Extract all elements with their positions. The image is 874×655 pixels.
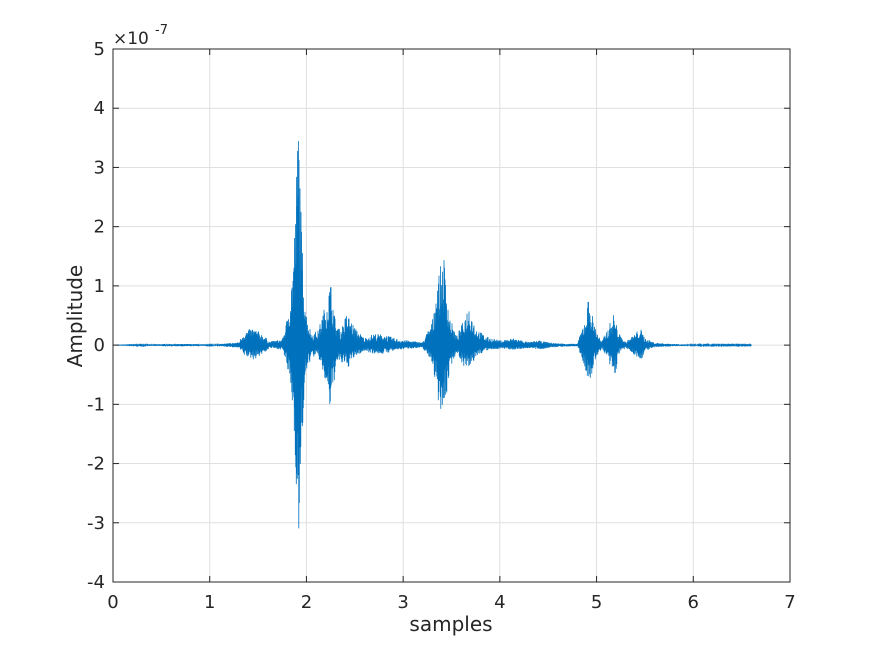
x-tick-label: 3	[397, 592, 408, 613]
x-tick-label: 1	[204, 592, 215, 613]
waveform-series	[112, 141, 752, 529]
x-tick-label: 7	[784, 592, 795, 613]
axis-ticks: 0 1 2 3 4 5 6 7 -4 -3 -2 -1 0 1 2 3 4 5	[87, 39, 796, 613]
y-exponent-power: -7	[155, 23, 168, 38]
x-tick-label: 0	[107, 592, 118, 613]
x-tick-label: 6	[688, 592, 699, 613]
y-tick-label: 0	[94, 335, 105, 356]
x-tick-label: 5	[591, 592, 602, 613]
y-exponent-base: ×10	[113, 29, 149, 49]
y-tick-label: 5	[94, 39, 105, 60]
y-tick-label: -3	[87, 513, 105, 534]
y-tick-label: -1	[87, 394, 105, 415]
plot-area	[112, 141, 752, 529]
x-tick-label: 4	[494, 592, 505, 613]
y-tick-label: 2	[94, 217, 105, 238]
x-tick-label: 2	[301, 592, 312, 613]
y-tick-label: 3	[94, 157, 105, 178]
y-tick-label: 1	[94, 276, 105, 297]
x-axis-label: samples	[409, 612, 492, 636]
y-axis-label: Amplitude	[63, 265, 87, 368]
axes-box	[112, 48, 791, 583]
y-tick-label: 4	[94, 98, 105, 119]
y-tick-label: -2	[87, 454, 105, 475]
y-exponent-label: ×10 -7	[113, 23, 168, 49]
y-tick-label: -4	[87, 572, 105, 593]
